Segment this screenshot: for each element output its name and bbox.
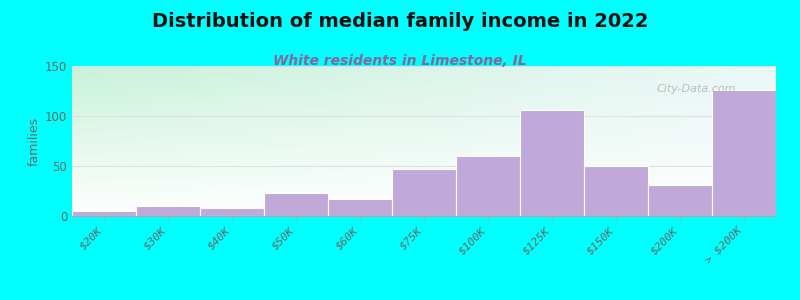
Text: City-Data.com: City-Data.com bbox=[656, 84, 736, 94]
Bar bbox=[520, 110, 584, 216]
Text: Distribution of median family income in 2022: Distribution of median family income in … bbox=[152, 12, 648, 31]
Bar bbox=[328, 199, 392, 216]
Bar bbox=[456, 156, 520, 216]
Bar bbox=[72, 211, 136, 216]
Text: White residents in Limestone, IL: White residents in Limestone, IL bbox=[273, 54, 527, 68]
Y-axis label: families: families bbox=[28, 116, 41, 166]
Bar bbox=[584, 166, 648, 216]
Bar bbox=[264, 193, 328, 216]
Bar bbox=[648, 185, 712, 216]
Bar bbox=[200, 208, 264, 216]
Bar bbox=[712, 90, 776, 216]
Bar bbox=[392, 169, 456, 216]
Bar bbox=[136, 206, 200, 216]
